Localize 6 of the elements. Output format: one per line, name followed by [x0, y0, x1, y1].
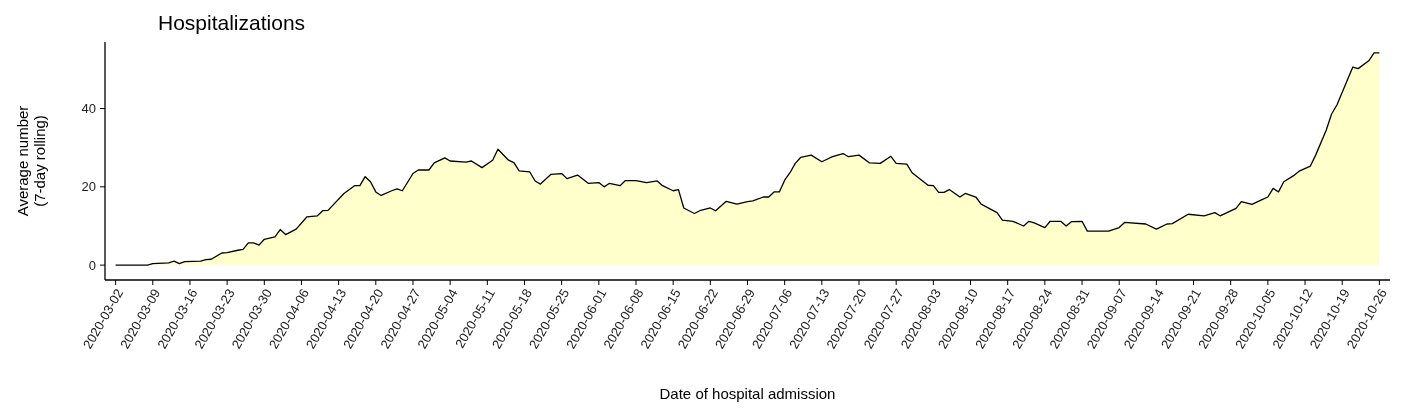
y-tick-label: 0	[88, 257, 96, 273]
y-tick-label: 40	[81, 101, 96, 117]
y-axis-title: Average number (7-day rolling)	[14, 105, 48, 217]
x-axis-title: Date of hospital admission	[659, 385, 836, 402]
chart-title: Hospitalizations	[158, 11, 306, 34]
y-tick-label: 20	[81, 179, 96, 195]
